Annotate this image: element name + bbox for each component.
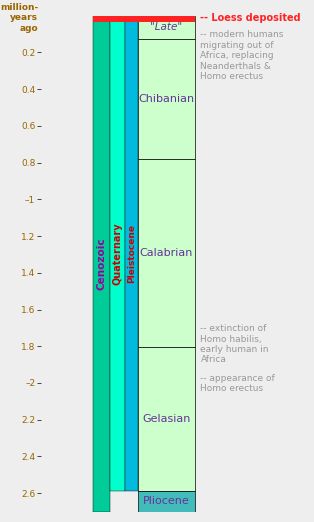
Text: Pliocene: Pliocene xyxy=(143,496,190,506)
Bar xyxy=(93,16,195,22)
Text: Calabrian: Calabrian xyxy=(140,248,193,258)
Text: Pleistocene: Pleistocene xyxy=(127,224,136,283)
Bar xyxy=(138,491,195,512)
Bar xyxy=(93,16,110,512)
Text: Cenozoic: Cenozoic xyxy=(96,238,106,290)
Text: million-
years
ago: million- years ago xyxy=(0,3,38,32)
Bar xyxy=(138,39,195,159)
Text: -- extinction of
Homo habilis,
early human in
Africa: -- extinction of Homo habilis, early hum… xyxy=(200,324,269,364)
Text: Gelasian: Gelasian xyxy=(142,414,191,424)
Bar xyxy=(138,16,195,39)
Bar xyxy=(138,159,195,347)
Text: Quaternary: Quaternary xyxy=(112,222,122,284)
Text: Chibanian: Chibanian xyxy=(138,94,194,104)
Bar xyxy=(125,16,138,491)
Bar xyxy=(138,347,195,491)
Text: "Late": "Late" xyxy=(150,22,182,32)
Text: -- appearance of
Homo erectus: -- appearance of Homo erectus xyxy=(200,374,275,393)
Text: -- Loess deposited: -- Loess deposited xyxy=(200,14,301,23)
Bar xyxy=(110,16,125,491)
Text: -- modern humans
migrating out of
Africa, replacing
Neanderthals &
Homo erectus: -- modern humans migrating out of Africa… xyxy=(200,30,284,81)
